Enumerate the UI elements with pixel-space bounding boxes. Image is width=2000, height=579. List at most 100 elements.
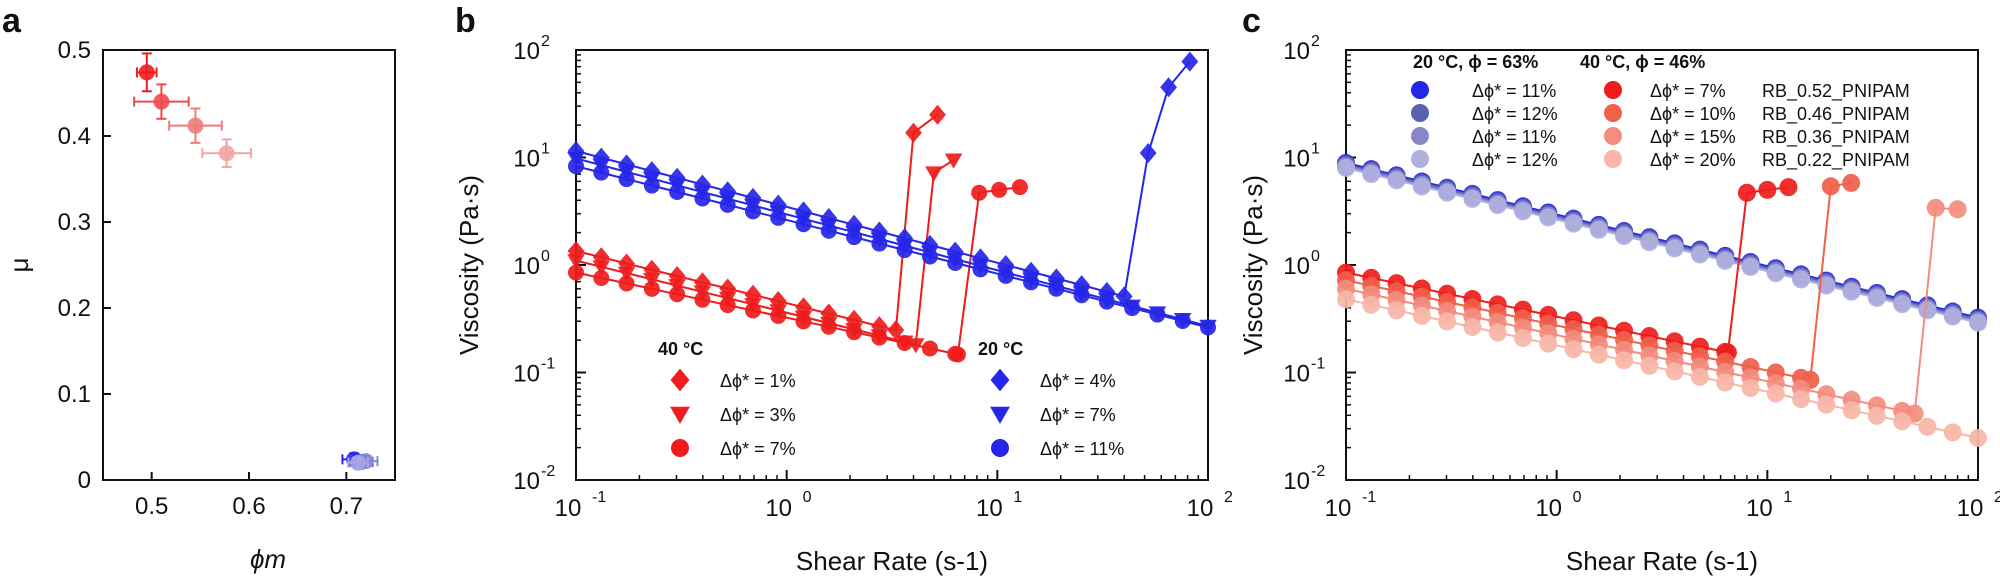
panel-c-data-point — [1716, 251, 1735, 270]
panel-a-xtick-label: 0.7 — [330, 493, 363, 520]
panel-b-ytick-exponent: 0 — [541, 248, 550, 265]
panel-b-data-point — [694, 291, 711, 308]
panel-b-data-point — [1011, 179, 1028, 196]
panel-b-legend-title: 20 °C — [978, 339, 1023, 359]
panel-b-data-point — [944, 153, 963, 169]
panel-c-data-point — [1362, 165, 1381, 184]
panel-c-legend-label: Δϕ* = 10% — [1650, 104, 1736, 124]
panel-b-data-point — [1098, 293, 1115, 310]
panel-c-ylabel: Viscosity (Pa·s) — [1238, 175, 1268, 355]
panel-letter-c: c — [1242, 2, 1261, 40]
panel-c: 10 -1 10 0 10 1 10 210 -210 -110 010 110 2 20 °C, ϕ … — [1238, 33, 2000, 576]
panel-b-data-point — [669, 183, 686, 200]
panel-c-data-point — [1766, 264, 1785, 283]
panel-c-legend-sample: RB_0.52_PNIPAM — [1762, 81, 1910, 102]
panel-c-ytick-exponent: 2 — [1311, 33, 1320, 50]
panel-b-xtick-label: 10 — [1187, 495, 1214, 522]
panel-c-legend: 20 °C, ϕ = 63% 40 °C, ϕ = 46% Δϕ* = 11% Δϕ*… — [1411, 52, 1910, 171]
panel-b-data-point — [949, 346, 966, 363]
panel-b-legend-marker — [670, 368, 690, 392]
panel-a-ytick-label: 0.1 — [58, 381, 91, 408]
panel-a-xtick-label: 0.6 — [232, 493, 265, 520]
panel-b-data-point — [921, 340, 938, 357]
panel-c-data-point — [1690, 367, 1709, 386]
panel-b-data-point — [568, 264, 584, 281]
panel-b-data-point — [795, 216, 812, 233]
panel-a-ytick-label: 0.3 — [58, 209, 91, 236]
panel-b-data-point — [896, 335, 913, 352]
panel-b-ytick-label: 10 — [513, 146, 540, 173]
panel-b-data-point — [991, 181, 1008, 198]
panel-c-data-point — [1488, 323, 1507, 342]
panel-b-data-point — [567, 254, 585, 270]
panel-a-point — [153, 93, 170, 110]
panel-letter-a: a — [2, 2, 22, 40]
panel-c-legend-marker — [1604, 104, 1622, 122]
panel-c-axes: 10 -1 10 0 10 1 10 210 -210 -110 010 110 2 — [1283, 33, 2000, 522]
panel-b-data-point — [971, 184, 988, 201]
panel-c-data-point — [1918, 301, 1937, 320]
panel-c-legend-marker — [1604, 127, 1622, 145]
panel-b-data-point — [896, 242, 913, 259]
panel-b-ylabel: Viscosity (Pa·s) — [454, 175, 484, 355]
panel-b-xtick-label: 10 — [555, 495, 582, 522]
panel-c-data-point — [1842, 401, 1861, 420]
panel-c-data-point — [1362, 295, 1381, 314]
panel-c-legend-label: Δϕ* = 7% — [1650, 81, 1726, 101]
panel-b-data-point — [618, 171, 635, 188]
panel-b-data-point — [1098, 281, 1116, 302]
panel-a-xtick-label: 0.5 — [135, 493, 168, 520]
panel-b-legend-marker — [990, 406, 1010, 424]
panel-b-data-point — [997, 267, 1014, 284]
panel-c-series-line — [1345, 181, 1852, 382]
panel-c-data-point — [1926, 198, 1945, 217]
panel-c-data-point — [1539, 208, 1558, 227]
panel-c-data-point — [1817, 276, 1836, 295]
panel-a-point — [138, 64, 155, 81]
panel-b-legend-title: 40 °C — [658, 339, 703, 359]
panel-c-data-point — [1867, 406, 1886, 425]
panel-c-data-point — [1943, 423, 1962, 442]
panel-c-xtick-exponent: 2 — [1994, 489, 2000, 506]
panel-c-xtick-label: 10 — [1535, 495, 1562, 522]
panel-b-legend-marker — [670, 406, 690, 424]
panel-b-data-point — [617, 266, 636, 282]
panel-b-xtick-exponent: 1 — [1013, 489, 1022, 506]
panel-b-data-point — [593, 270, 610, 287]
panel-c-data-point — [1387, 301, 1406, 320]
panel-b-ytick-label: 10 — [513, 468, 540, 495]
panel-b-series-line — [575, 113, 939, 332]
panel-b-data-point — [592, 260, 611, 276]
panel-c-data-point — [1842, 173, 1861, 192]
panel-b-data-point — [887, 320, 905, 341]
panel-b-xtick-exponent: 2 — [1224, 489, 1233, 506]
panel-b-legend-label: Δϕ* = 7% — [720, 439, 796, 459]
panel-c-data-point — [1737, 183, 1756, 202]
panel-c-legend-label: Δϕ* = 12% — [1472, 150, 1558, 170]
panel-c-ytick-exponent: 0 — [1311, 248, 1320, 265]
panel-b-legend-marker — [991, 439, 1009, 457]
panel-b-data-point — [643, 280, 660, 297]
panel-c-ytick-exponent: -1 — [1311, 356, 1325, 373]
panel-a-axes: 0.5 0.6 0.7 0 0.1 0.2 0.3 0.4 0.5 — [58, 37, 363, 520]
panel-b-data-point — [921, 248, 938, 265]
panel-b-legend-label: Δϕ* = 3% — [720, 405, 796, 425]
panel-c-data-point — [1893, 295, 1912, 314]
panel-b-xtick-exponent: -1 — [592, 489, 606, 506]
panel-a-frame — [102, 49, 396, 481]
panel-c-legend-header: 40 °C, ϕ = 46% — [1580, 52, 1705, 72]
panel-c-legend-sample: RB_0.36_PNIPAM — [1762, 127, 1910, 148]
panel-b-data-point — [593, 164, 610, 181]
panel-b-data-point — [925, 166, 943, 182]
panel-b-data-point — [820, 222, 837, 239]
panel-b-data-point — [744, 203, 761, 220]
panel-b-data-point — [871, 235, 888, 252]
panel-c-ytick-label: 10 — [1283, 253, 1310, 280]
panel-c-data-point — [1412, 306, 1431, 325]
panel-b-ytick-label: 10 — [513, 253, 540, 280]
panel-c-data-point — [1564, 340, 1583, 359]
panel-c-legend-marker — [1604, 81, 1622, 99]
panel-b-data-point — [643, 272, 661, 289]
panel-c-legend-marker — [1411, 81, 1429, 99]
